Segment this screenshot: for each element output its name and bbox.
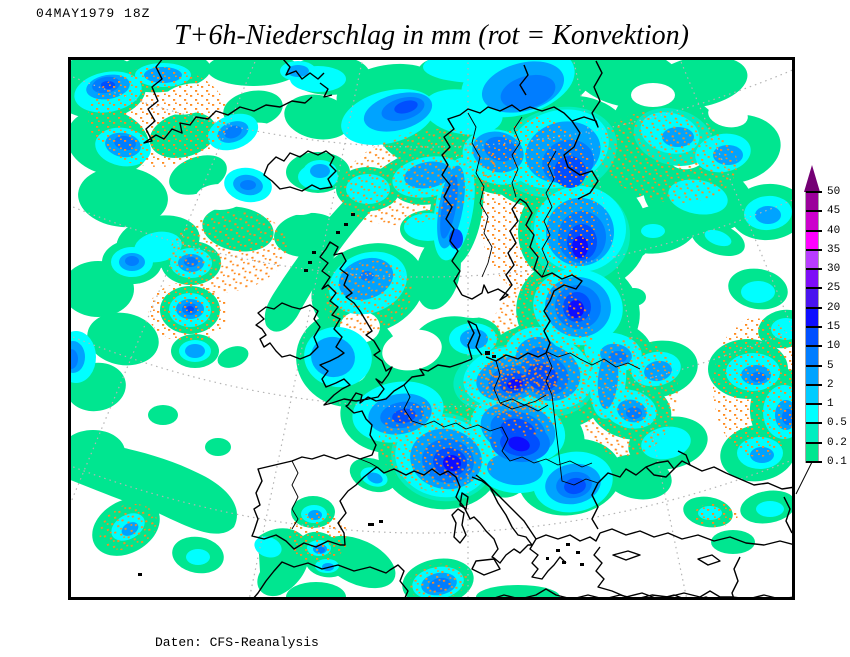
legend-value-label: 10 xyxy=(827,340,841,353)
legend-segment xyxy=(806,269,818,289)
legend-value-label: 15 xyxy=(827,321,841,333)
legend-segment xyxy=(806,346,818,366)
country-borders xyxy=(291,112,641,530)
legend-value-label: 20 xyxy=(827,301,841,314)
map-frame xyxy=(68,57,795,600)
precip-scale-legend: 50 45 40 35 30 25 20 15 10 5 2 1 0.5 0.2 0.1 xyxy=(804,163,850,503)
legend-tick xyxy=(806,403,822,406)
legend-value-label: 5 xyxy=(827,359,834,372)
legend-tick xyxy=(806,248,822,251)
legend-segment xyxy=(806,384,818,405)
attribution: Daten: CFS-Reanalysis (C) Wetterzentrale… xyxy=(155,602,319,657)
legend-segment xyxy=(806,211,818,231)
legend-segment xyxy=(806,249,818,270)
attribution-line-1: Daten: CFS-Reanalysis xyxy=(155,635,319,650)
map-panel xyxy=(68,57,795,600)
legend-pointer-line xyxy=(795,461,813,495)
legend-tick xyxy=(806,191,822,193)
legend-tick xyxy=(806,364,822,367)
legend-segment xyxy=(806,230,818,250)
legend-value-label: 2 xyxy=(827,378,834,391)
legend-value-label: 0.1 xyxy=(827,456,847,468)
legend-tick xyxy=(806,306,822,309)
legend-segment xyxy=(806,288,818,308)
coastlines xyxy=(138,57,795,600)
legend-segment xyxy=(806,442,818,462)
legend-tick xyxy=(806,345,822,348)
legend-tick xyxy=(806,287,822,290)
legend-tick xyxy=(806,210,822,213)
map-svg xyxy=(68,57,795,600)
legend-tick xyxy=(806,441,822,444)
legend-value-label: 50 xyxy=(827,186,841,198)
legend-tick xyxy=(806,268,822,271)
legend-value-label: 0.2 xyxy=(827,436,847,449)
legend-segment xyxy=(806,365,818,385)
legend-arrow-gt50 xyxy=(804,165,820,192)
legend-segment xyxy=(806,307,818,327)
legend-tick xyxy=(806,422,822,425)
legend-value-label: 45 xyxy=(827,205,841,218)
legend-segment xyxy=(806,326,818,347)
legend-tick xyxy=(806,326,822,328)
legend-bar xyxy=(805,191,819,463)
legend-value-label: 35 xyxy=(827,243,841,256)
legend-tick xyxy=(806,383,822,386)
run-timestamp: 04MAY1979 18Z xyxy=(36,6,151,21)
legend-segment xyxy=(806,404,818,424)
legend-segment xyxy=(806,423,818,443)
legend-value-label: 30 xyxy=(827,263,841,276)
chart-title: T+6h-Niederschlag in mm (rot = Konvektio… xyxy=(173,20,690,51)
legend-value-label: 40 xyxy=(827,224,841,237)
legend-tick xyxy=(806,461,822,463)
legend-value-label: 0.5 xyxy=(827,417,847,430)
legend-segment xyxy=(806,192,818,212)
legend-tick xyxy=(806,229,822,232)
graticule xyxy=(68,57,795,600)
legend-value-label: 1 xyxy=(827,398,834,411)
legend-value-label: 25 xyxy=(827,282,841,295)
